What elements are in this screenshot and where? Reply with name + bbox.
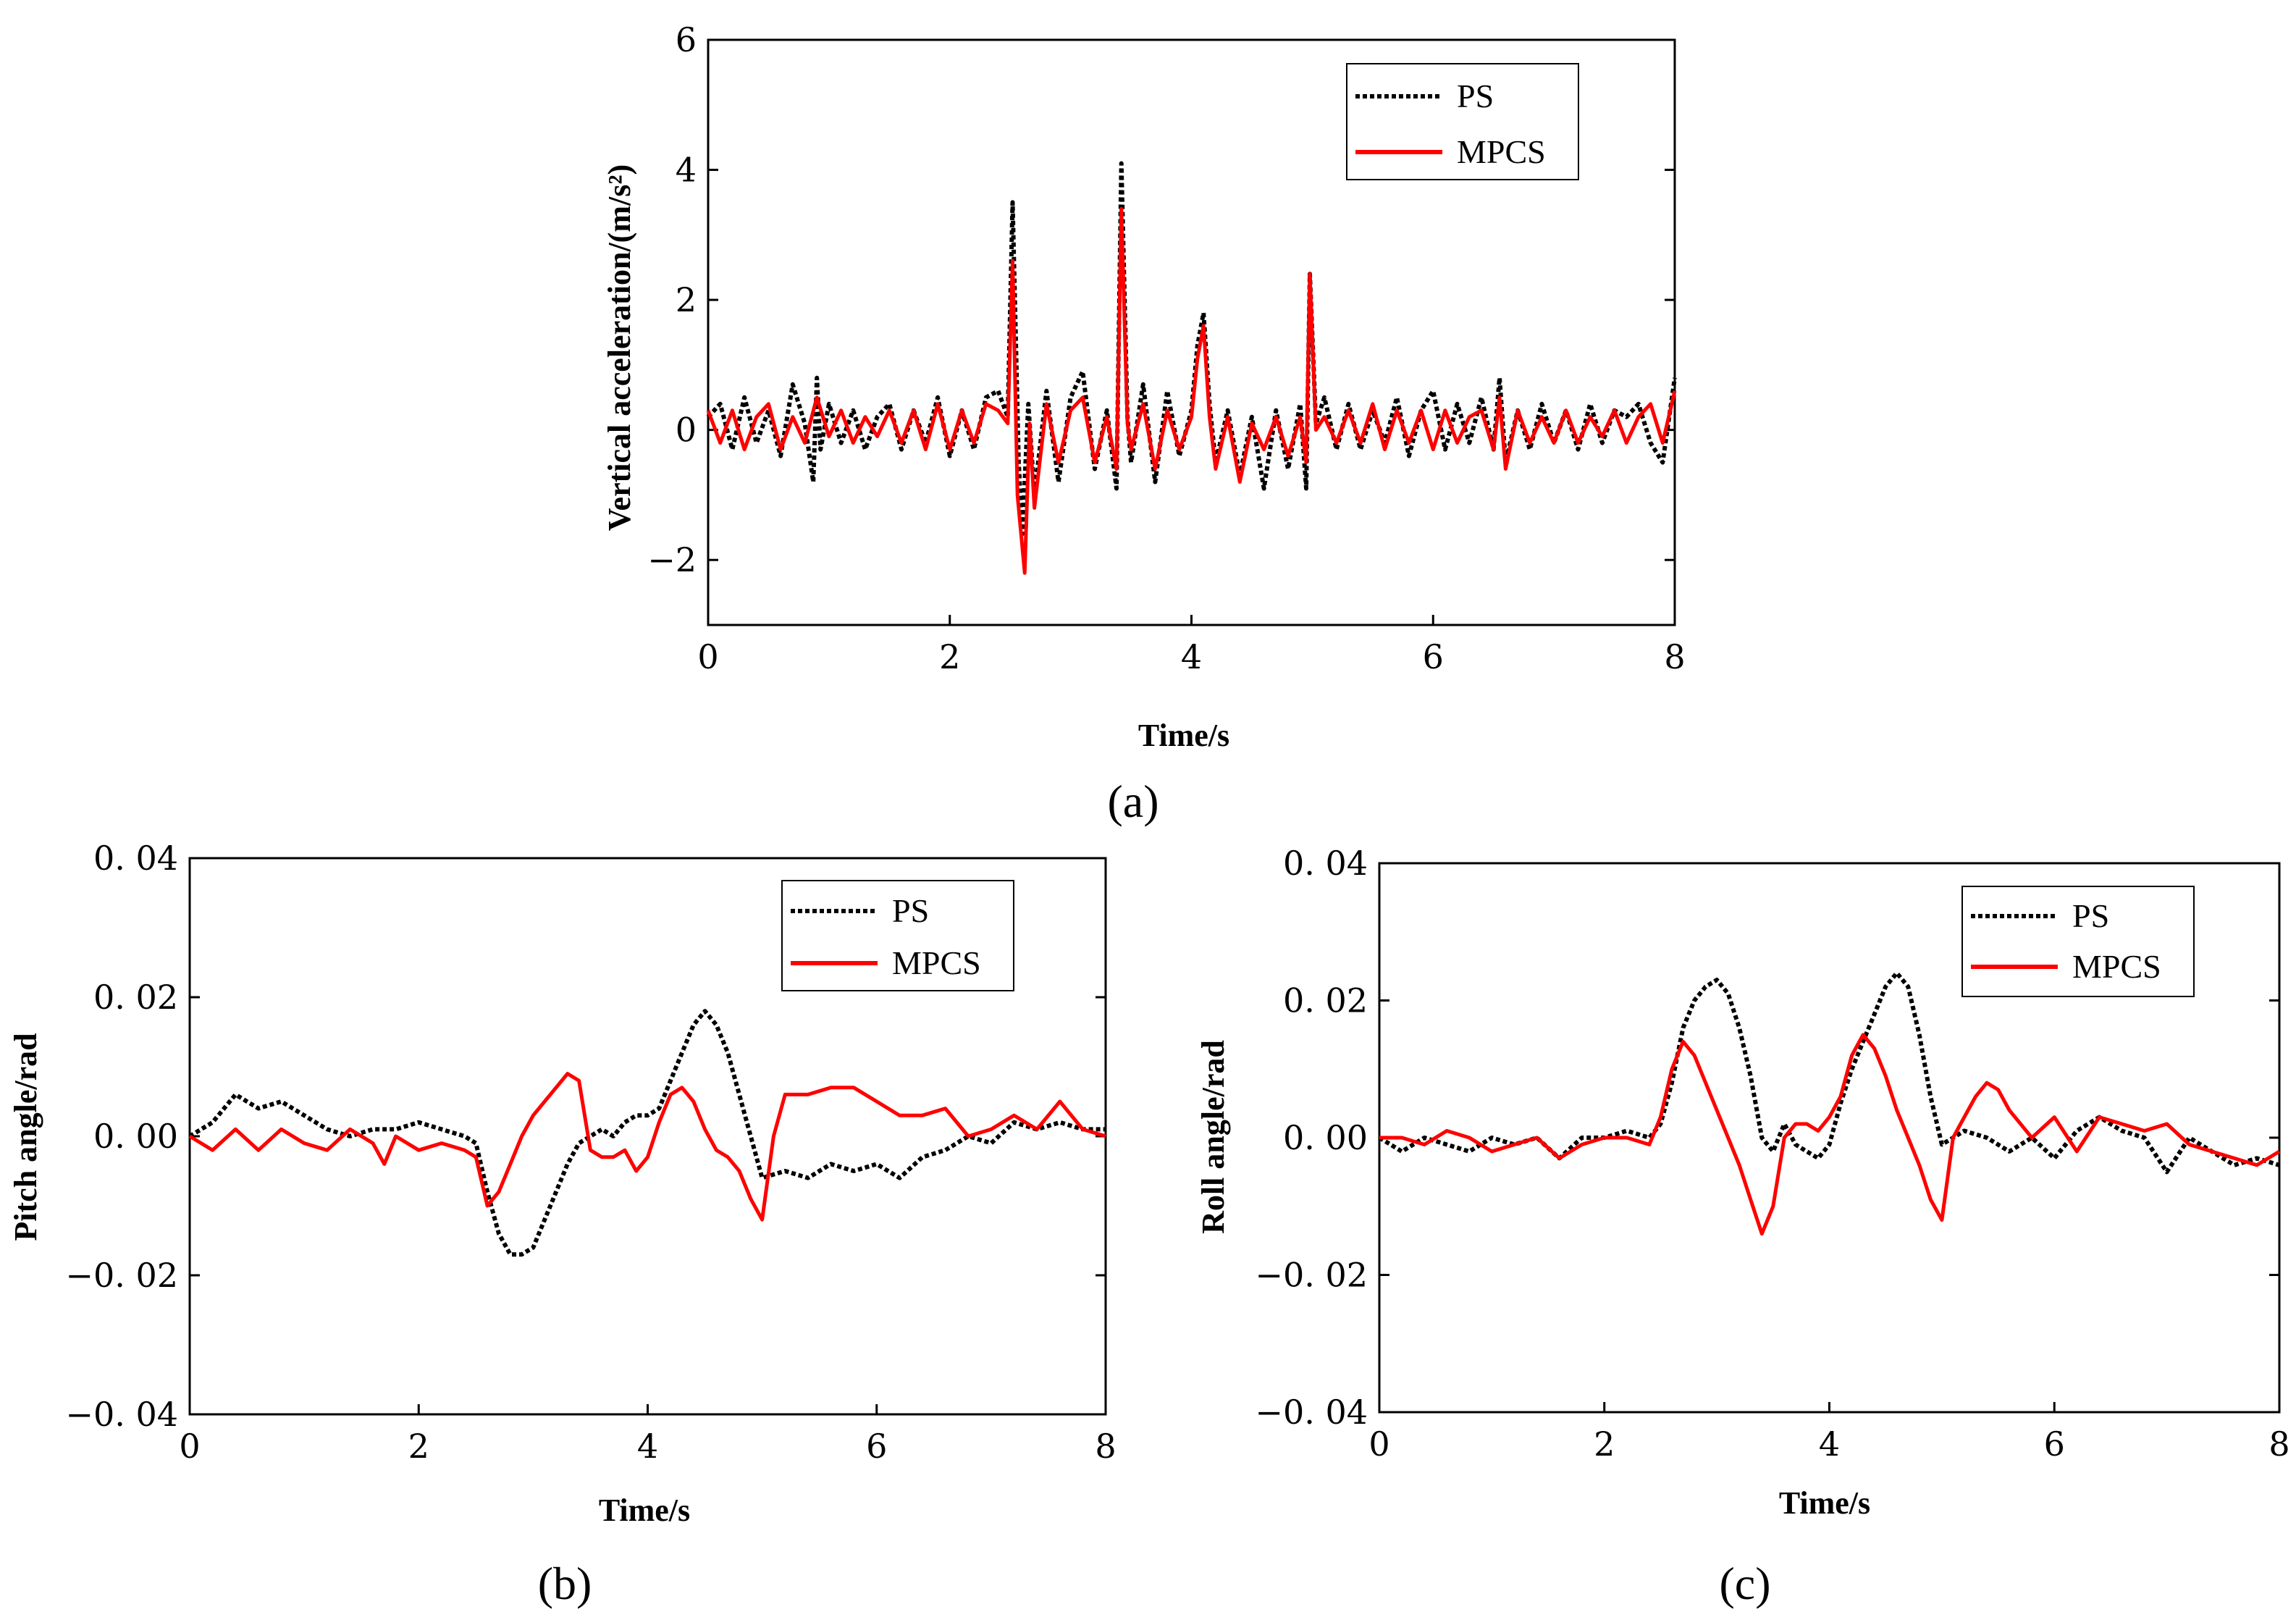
x-tick-label-a-3: 6 xyxy=(1423,637,1444,676)
series-line-mpcs-c xyxy=(1379,1033,2281,1236)
series-line-ps-c xyxy=(1378,970,2280,1175)
legend-c: PS MPCS xyxy=(1961,886,2195,997)
series-line-ps-b xyxy=(188,1009,1106,1257)
y-tick-label-b-3: 0. 02 xyxy=(93,978,178,1017)
x-axis-label-b: Time/s xyxy=(599,1493,690,1528)
legend-box-c xyxy=(1961,886,2195,997)
legend-label-ps-c: PS xyxy=(2072,897,2109,934)
x-tick-label-a-2: 4 xyxy=(1181,637,1202,676)
legend-label-mpcs-a: MPCS xyxy=(1457,133,1546,170)
y-tick-label-c-2: 0. 00 xyxy=(1283,1118,1368,1157)
y-tick-label-a-0: −2 xyxy=(647,540,697,579)
legend-label-ps-a: PS xyxy=(1457,77,1494,114)
x-tick-label-a-4: 8 xyxy=(1664,637,1685,676)
x-tick-label-b-3: 6 xyxy=(866,1427,887,1466)
x-tick-label-c-3: 6 xyxy=(2044,1424,2065,1464)
legend-label-mpcs-c: MPCS xyxy=(2072,948,2161,985)
panel-label-c: (c) xyxy=(1719,1558,1770,1609)
series-b xyxy=(188,1009,1106,1257)
series-line-ps-a xyxy=(706,161,1677,537)
y-axis-label-b: Pitch angle/rad xyxy=(8,1033,43,1241)
y-tick-label-b-4: 0. 04 xyxy=(93,839,178,878)
ticks-a: 0 2 4 6 8 −2 0 2 4 6 xyxy=(647,20,1685,676)
x-tick-label-c-0: 0 xyxy=(1368,1424,1389,1464)
ticks-b: 0 2 4 6 8 −0. 04 −0. 02 0. 00 0. 02 0. 04 xyxy=(65,839,1116,1466)
legend-a: PS MPCS xyxy=(1346,63,1579,180)
x-tick-label-b-2: 4 xyxy=(637,1427,658,1466)
x-tick-label-b-0: 0 xyxy=(179,1427,200,1466)
panel-b: 0 2 4 6 8 −0. 04 −0. 02 0. 00 0. 02 0. 04 PS MPCS… xyxy=(8,839,1117,1609)
x-axis-label-a: Time/s xyxy=(1138,718,1229,753)
x-tick-label-c-4: 8 xyxy=(2268,1424,2289,1464)
y-tick-label-a-3: 4 xyxy=(676,151,697,190)
series-c xyxy=(1378,970,2281,1236)
y-tick-label-a-4: 6 xyxy=(676,20,697,59)
y-axis-label-a: Vertical acceleration/(m/s²) xyxy=(602,164,637,531)
series-line-mpcs-a xyxy=(706,206,1677,575)
series-a xyxy=(706,161,1677,575)
y-tick-label-c-3: 0. 02 xyxy=(1283,981,1368,1020)
y-tick-label-a-2: 2 xyxy=(676,280,697,319)
x-tick-label-b-1: 2 xyxy=(408,1427,429,1466)
y-tick-label-c-0: −0. 04 xyxy=(1255,1393,1368,1432)
y-tick-label-a-1: 0 xyxy=(676,411,697,450)
y-tick-label-b-0: −0. 04 xyxy=(65,1395,178,1434)
legend-label-mpcs-b: MPCS xyxy=(892,944,981,981)
x-tick-label-a-0: 0 xyxy=(697,637,718,676)
y-tick-label-c-1: −0. 02 xyxy=(1255,1256,1368,1295)
x-tick-label-c-2: 4 xyxy=(1819,1424,1840,1464)
y-axis-label-c: Roll angle/rad xyxy=(1195,1040,1231,1234)
x-tick-label-b-4: 8 xyxy=(1095,1427,1116,1466)
x-axis-label-c: Time/s xyxy=(1779,1485,1870,1521)
panel-c: 0 2 4 6 8 −0. 04 −0. 02 0. 00 0. 02 0. 04 PS MPCS… xyxy=(1195,844,2290,1609)
legend-box-b xyxy=(781,880,1014,991)
legend-b: PS MPCS xyxy=(781,880,1014,991)
x-tick-label-c-1: 2 xyxy=(1594,1424,1615,1464)
y-tick-label-b-1: −0. 02 xyxy=(65,1256,178,1295)
panel-label-b: (b) xyxy=(538,1558,592,1609)
y-tick-label-c-4: 0. 04 xyxy=(1283,844,1368,883)
y-tick-label-b-2: 0. 00 xyxy=(93,1117,178,1156)
x-tick-label-a-1: 2 xyxy=(939,637,960,676)
series-line-mpcs-b xyxy=(188,1072,1106,1222)
legend-box-a xyxy=(1346,63,1579,180)
panel-label-a: (a) xyxy=(1107,776,1158,827)
panel-a: 0 2 4 6 8 −2 0 2 4 6 PS MPCS Time/s Vertical acce… xyxy=(602,20,1686,827)
legend-label-ps-b: PS xyxy=(892,892,929,929)
